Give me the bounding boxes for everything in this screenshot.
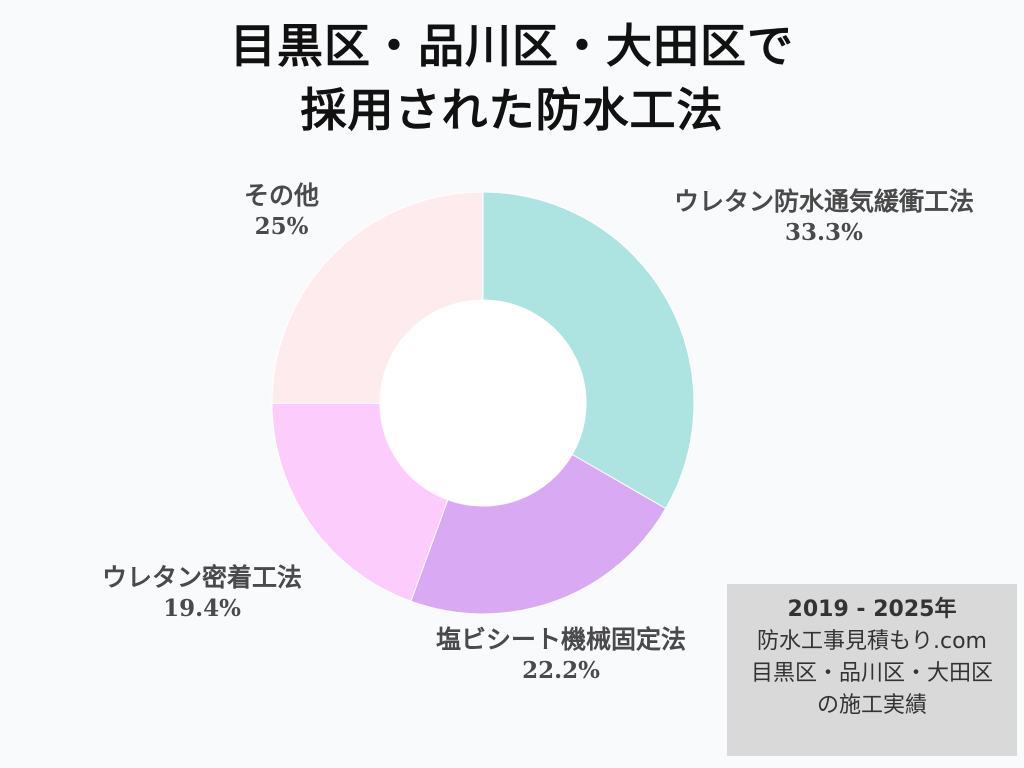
note-record: の施工実績 bbox=[816, 693, 927, 718]
note-period: 2019 - 2025年 bbox=[787, 597, 957, 622]
slice-name: その他 bbox=[244, 181, 320, 210]
chart-title: 目黒区・品川区・大田区で 採用された防水工法 bbox=[0, 14, 1024, 142]
legend-label-urethane-adhesive: ウレタン密着工法 19.4% bbox=[102, 562, 302, 624]
chart-title-line-1: 目黒区・品川区・大田区で bbox=[230, 19, 794, 73]
donut-hole bbox=[380, 300, 586, 506]
chart-title-line-2: 採用された防水工法 bbox=[300, 83, 724, 137]
legend-label-other: その他 25% bbox=[244, 180, 319, 242]
legend-label-urethane-ventilated: ウレタン防水通気緩衝工法 33.3% bbox=[674, 186, 974, 248]
slice-name: ウレタン防水通気緩衝工法 bbox=[673, 187, 974, 216]
slice-percent: 19.4% bbox=[163, 595, 241, 622]
note-site: 防水工事見積もり.com bbox=[757, 629, 987, 654]
slice-percent: 33.3% bbox=[785, 219, 863, 246]
slice-percent: 25% bbox=[254, 213, 309, 240]
legend-label-pvc-sheet: 塩ビシート機械固定法 22.2% bbox=[436, 624, 686, 686]
slice-percent: 22.2% bbox=[522, 657, 600, 684]
source-note: 2019 - 2025年 防水工事見積もり.com 目黒区・品川区・大田区 の施… bbox=[727, 584, 1017, 756]
note-wards: 目黒区・品川区・大田区 bbox=[750, 661, 993, 686]
slice-name: 塩ビシート機械固定法 bbox=[436, 625, 687, 654]
donut-slice-3 bbox=[271, 191, 484, 404]
slice-name: ウレタン密着工法 bbox=[102, 563, 303, 592]
